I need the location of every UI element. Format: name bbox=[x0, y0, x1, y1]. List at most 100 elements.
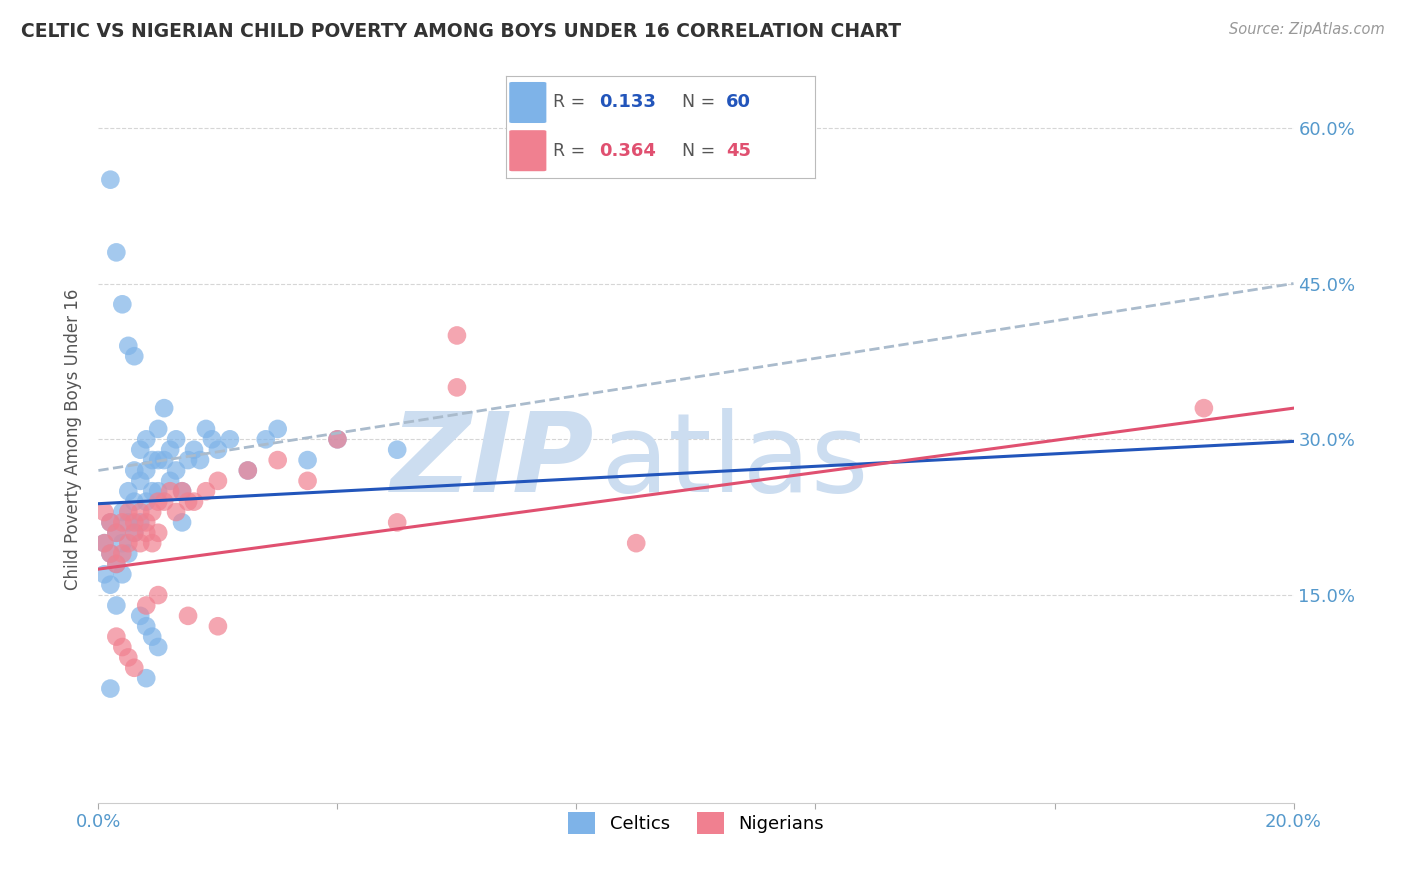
Point bbox=[172, 484, 194, 499]
Point bbox=[135, 433, 157, 447]
Point bbox=[141, 630, 163, 644]
Point bbox=[105, 245, 128, 260]
Point bbox=[117, 339, 139, 353]
Point bbox=[124, 516, 146, 530]
Point bbox=[159, 442, 181, 457]
Point bbox=[135, 671, 157, 685]
Point bbox=[117, 547, 139, 561]
Y-axis label: Child Poverty Among Boys Under 16: Child Poverty Among Boys Under 16 bbox=[65, 289, 83, 590]
Point bbox=[141, 536, 163, 550]
Point bbox=[219, 433, 242, 447]
Point bbox=[129, 608, 152, 623]
Point bbox=[177, 608, 200, 623]
Point bbox=[135, 516, 157, 530]
Point bbox=[124, 349, 146, 363]
Point bbox=[626, 536, 648, 550]
Point bbox=[105, 630, 128, 644]
Point bbox=[111, 297, 134, 311]
Point bbox=[135, 599, 157, 613]
Point bbox=[117, 484, 139, 499]
Point bbox=[129, 536, 152, 550]
Point bbox=[207, 442, 229, 457]
Point bbox=[98, 172, 122, 186]
Point bbox=[141, 453, 163, 467]
Point bbox=[183, 442, 205, 457]
Point bbox=[201, 433, 224, 447]
Point bbox=[98, 547, 122, 561]
Point bbox=[117, 516, 139, 530]
Point bbox=[165, 505, 187, 519]
Point bbox=[135, 463, 157, 477]
Text: atlas: atlas bbox=[600, 408, 869, 515]
Point bbox=[98, 578, 122, 592]
Legend: Celtics, Nigerians: Celtics, Nigerians bbox=[561, 805, 831, 841]
Point bbox=[124, 525, 146, 540]
Point bbox=[93, 536, 115, 550]
Point bbox=[111, 640, 134, 654]
Point bbox=[326, 433, 349, 447]
Text: N =: N = bbox=[682, 142, 721, 160]
Point bbox=[446, 328, 468, 343]
Point bbox=[135, 494, 157, 508]
Text: Source: ZipAtlas.com: Source: ZipAtlas.com bbox=[1229, 22, 1385, 37]
Point bbox=[135, 619, 157, 633]
Point bbox=[297, 453, 319, 467]
Point bbox=[159, 484, 181, 499]
Point bbox=[267, 453, 290, 467]
Point bbox=[105, 557, 128, 571]
Point bbox=[93, 505, 115, 519]
FancyBboxPatch shape bbox=[509, 130, 547, 171]
Point bbox=[385, 516, 409, 530]
Point bbox=[172, 516, 194, 530]
Point bbox=[326, 433, 349, 447]
Point bbox=[159, 474, 181, 488]
Point bbox=[188, 453, 211, 467]
Point bbox=[105, 599, 128, 613]
Point bbox=[195, 484, 218, 499]
Point bbox=[267, 422, 290, 436]
Point bbox=[183, 494, 205, 508]
Point bbox=[1192, 401, 1215, 416]
Point bbox=[165, 433, 187, 447]
Point bbox=[111, 567, 134, 582]
Text: 0.133: 0.133 bbox=[599, 94, 655, 112]
Point bbox=[129, 442, 152, 457]
Point bbox=[148, 494, 170, 508]
Point bbox=[297, 474, 319, 488]
Point bbox=[124, 494, 146, 508]
Point bbox=[172, 484, 194, 499]
Point bbox=[98, 681, 122, 696]
Point bbox=[165, 463, 187, 477]
Point bbox=[129, 516, 152, 530]
Point bbox=[124, 661, 146, 675]
Point bbox=[98, 516, 122, 530]
Point bbox=[124, 463, 146, 477]
Point bbox=[98, 516, 122, 530]
Point bbox=[153, 453, 176, 467]
Point bbox=[117, 536, 139, 550]
Point bbox=[105, 557, 128, 571]
Point bbox=[111, 505, 134, 519]
Point bbox=[236, 463, 259, 477]
Text: 0.364: 0.364 bbox=[599, 142, 655, 160]
Point bbox=[385, 442, 409, 457]
Text: R =: R = bbox=[553, 94, 591, 112]
Point bbox=[195, 422, 218, 436]
Point bbox=[117, 650, 139, 665]
Point bbox=[124, 525, 146, 540]
Point bbox=[148, 453, 170, 467]
Point bbox=[254, 433, 277, 447]
Point bbox=[135, 525, 157, 540]
Point bbox=[177, 453, 200, 467]
Point bbox=[129, 505, 152, 519]
Text: R =: R = bbox=[553, 142, 591, 160]
Point bbox=[153, 494, 176, 508]
Point bbox=[141, 505, 163, 519]
Point bbox=[93, 536, 115, 550]
Point bbox=[148, 640, 170, 654]
Text: ZIP: ZIP bbox=[391, 408, 595, 515]
Point bbox=[105, 525, 128, 540]
Point bbox=[446, 380, 468, 394]
Text: 60: 60 bbox=[725, 94, 751, 112]
Point bbox=[129, 474, 152, 488]
